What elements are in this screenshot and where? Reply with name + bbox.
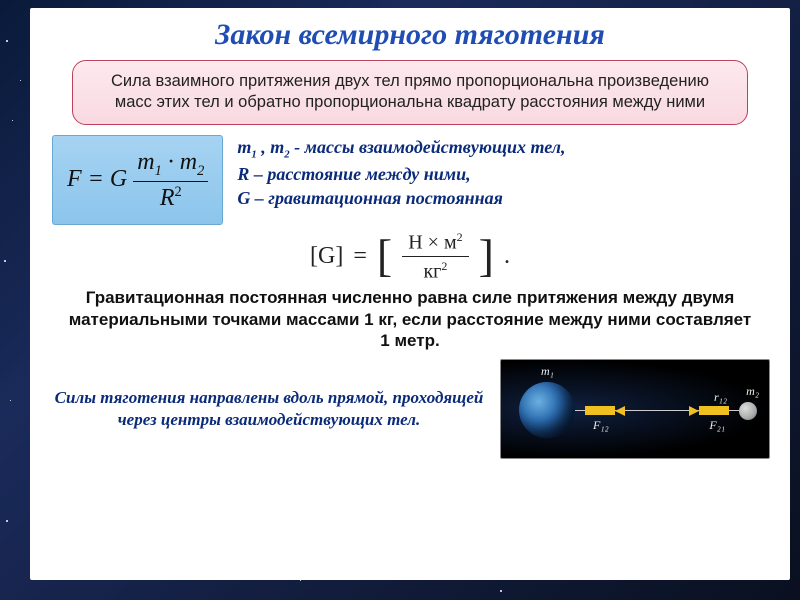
- formula-box: F = G m1 · m2 R2: [52, 135, 223, 225]
- force-arrow-21-body: [699, 406, 729, 415]
- moon-icon: [739, 402, 757, 420]
- bracket-right: ]: [479, 240, 494, 272]
- force-direction-text: Силы тяготения направлены вдоль прямой, …: [50, 387, 488, 431]
- earth-moon-diagram: m₁ m₂ F₁₂ F₂₁ r₁₂: [500, 359, 770, 459]
- label-f21: F₂₁: [709, 418, 725, 433]
- formula-eq: =: [88, 166, 104, 193]
- slide-title: Закон всемирного тяготения: [42, 18, 778, 52]
- formula-fraction: m1 · m2 R2: [133, 150, 208, 210]
- label-f12: F₁₂: [593, 418, 609, 433]
- g-units-fraction: Н × м2 кг2: [402, 231, 468, 281]
- g-constant-explanation: Гравитационная постоянная численно равна…: [62, 287, 758, 351]
- g-units-row: [G] = [ Н × м2 кг2 ] .: [42, 231, 778, 281]
- law-statement-box: Сила взаимного притяжения двух тел прямо…: [72, 60, 748, 125]
- g-dot: .: [504, 243, 510, 270]
- formula-legend: m1 , m2 - массы взаимодействующих тел, R…: [237, 135, 565, 211]
- formula-lhs: F: [67, 166, 82, 193]
- force-arrow-12-body: [585, 406, 615, 415]
- g-symbol: [G]: [310, 243, 343, 270]
- label-m1: m₁: [541, 364, 554, 379]
- slide-content: Закон всемирного тяготения Сила взаимног…: [30, 8, 790, 580]
- label-r: r₁₂: [714, 390, 727, 405]
- earth-icon: [519, 382, 575, 438]
- force-arrow-21-head: [689, 406, 699, 416]
- formula-G: G: [110, 166, 127, 193]
- force-arrow-12-head: [615, 406, 625, 416]
- bracket-left: [: [377, 240, 392, 272]
- formula-row: F = G m1 · m2 R2 m1 , m2 - массы взаимод…: [52, 135, 778, 225]
- bottom-row: Силы тяготения направлены вдоль прямой, …: [50, 359, 770, 459]
- g-eq: =: [353, 243, 367, 270]
- label-m2: m₂: [746, 384, 759, 399]
